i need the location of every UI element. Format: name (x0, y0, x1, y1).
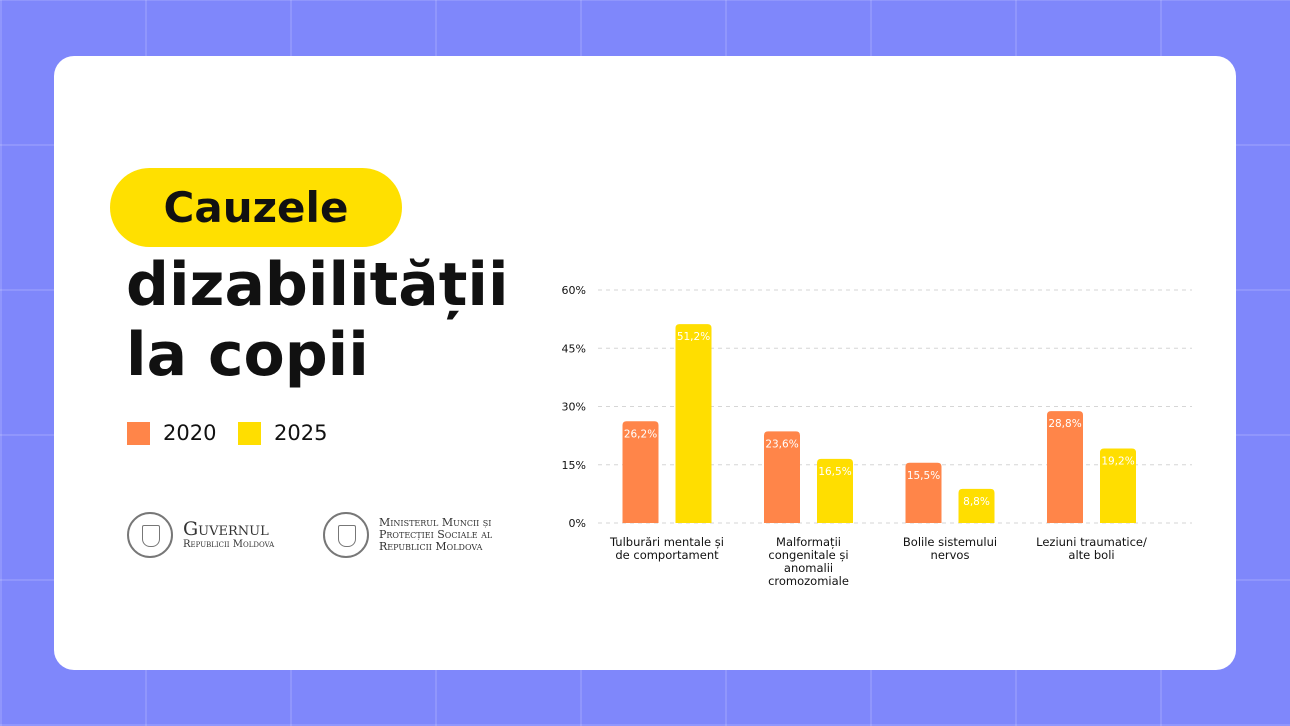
title-line: la copii (126, 320, 369, 390)
legend-swatch (127, 421, 150, 445)
bar (1100, 448, 1136, 523)
value-label: 15,5% (907, 470, 940, 482)
logo-line: Ministerul Muncii și (379, 516, 492, 529)
logo-text: Guvernul Republicii Moldova (183, 519, 274, 551)
logo-text: Ministerul Muncii și Protecției Sociale a… (379, 517, 492, 553)
logo-line: Republicii Moldova (379, 540, 483, 553)
logo-line: Protecției Sociale al (379, 528, 493, 541)
y-tick-label: 45% (562, 342, 586, 355)
legend-item: 2025 (238, 421, 327, 445)
value-label: 19,2% (1101, 455, 1134, 467)
x-tick-label: Leziuni traumatice/ alte boli (1036, 535, 1147, 562)
value-label: 23,6% (765, 438, 798, 450)
title-highlight: Cauzele (110, 168, 402, 247)
legend-item: 2020 (127, 421, 216, 445)
x-tick-label: Bolile sistemului nervos (902, 535, 998, 562)
legend-swatch (238, 421, 261, 445)
legend-label: 2020 (163, 421, 217, 445)
bar (817, 458, 853, 523)
y-tick-label: 0% (569, 517, 586, 530)
y-tick-label: 15% (562, 459, 586, 472)
bar (958, 488, 995, 523)
bar (622, 421, 659, 523)
y-tick-label: 60% (562, 284, 586, 297)
legend-label: 2025 (274, 421, 328, 445)
value-label: 26,2% (624, 428, 657, 440)
title-line: dizabilității (126, 250, 509, 320)
logo-line: Guvernul (183, 518, 269, 540)
emblem (127, 512, 173, 558)
emblem (323, 512, 369, 558)
card (54, 56, 1236, 670)
bar (1047, 411, 1083, 523)
logo: Ministerul Muncii și Protecției Sociale a… (323, 512, 492, 558)
bar (675, 324, 712, 523)
value-label: 28,8% (1048, 418, 1081, 430)
x-tick-label: Malformații congenitale și anomalii crom… (768, 535, 849, 588)
x-tick-label: Tulburări mentale și de comportament (610, 535, 724, 562)
logo: Guvernul Republicii Moldova (127, 512, 274, 558)
bar (905, 462, 942, 523)
value-label: 16,5% (818, 466, 851, 478)
logo-line: Republicii Moldova (183, 539, 275, 550)
value-label: 51,2% (677, 331, 710, 343)
bar (764, 431, 800, 523)
value-label: 8,8% (963, 496, 990, 508)
y-tick-label: 30% (562, 401, 586, 414)
